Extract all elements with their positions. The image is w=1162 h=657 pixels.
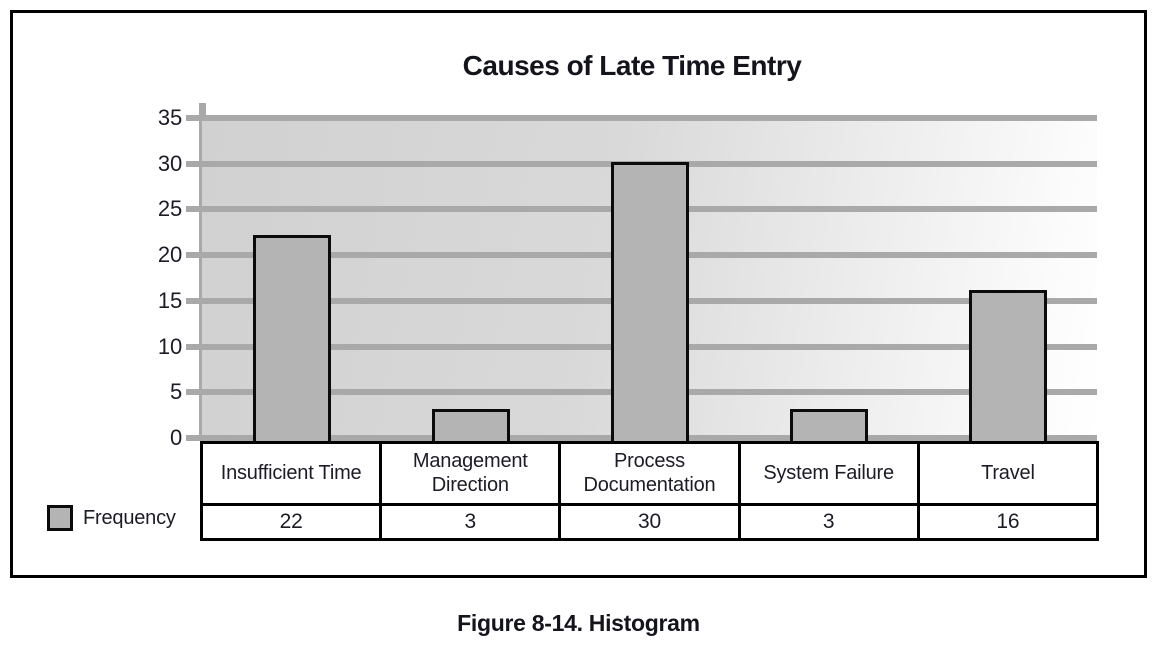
chart-title: Causes of Late Time Entry: [462, 50, 802, 81]
value-cell: 3: [737, 503, 920, 541]
y-axis-tick: [186, 297, 203, 304]
bar-process-documentation: [611, 161, 689, 441]
y-tick-label: 15: [157, 287, 182, 313]
legend-label: Frequency: [83, 506, 176, 529]
value-cell: 3: [379, 503, 562, 541]
y-axis-tick: [186, 389, 203, 396]
bar-system-failure: [790, 408, 868, 441]
figure-caption: Figure 8-14. Histogram: [457, 610, 700, 636]
category-cell: Insufficient Time: [199, 441, 383, 506]
value-cell: 22: [199, 503, 383, 541]
y-tick-label: 5: [169, 379, 182, 405]
y-tick-label: 10: [157, 333, 182, 359]
y-tick-label: 25: [157, 196, 182, 222]
category-row: Insufficient Time Management Direction Pro…: [199, 441, 1100, 506]
value-cell: 16: [916, 503, 1100, 541]
bar-management-direction: [432, 408, 510, 441]
category-cell: Travel: [916, 441, 1100, 506]
y-axis-tick: [186, 435, 203, 441]
y-tick-label: 0: [169, 425, 182, 450]
y-axis-tick: [186, 206, 203, 213]
data-table: Insufficient Time Management Direction Pro…: [199, 441, 1100, 541]
bar-insufficient-time: [253, 234, 331, 441]
legend-color-swatch: [47, 505, 73, 531]
y-axis-tick: [186, 252, 203, 259]
category-cell: Process Documentation: [558, 441, 741, 506]
value-cell: 30: [558, 503, 741, 541]
value-row: 22 3 30 3 16: [199, 503, 1100, 541]
y-tick-label: 20: [157, 242, 182, 268]
y-axis-tick: [186, 115, 203, 121]
bar-travel: [969, 289, 1047, 441]
y-axis-tick: [186, 160, 203, 167]
y-tick-label: 30: [157, 150, 182, 176]
y-axis-tick: [186, 343, 203, 350]
legend: Frequency: [47, 505, 176, 531]
plot-area: [202, 115, 1097, 441]
category-cell: Management Direction: [379, 441, 562, 506]
grid-line: [202, 115, 1097, 121]
category-cell: System Failure: [737, 441, 920, 506]
y-tick-label: 35: [157, 105, 182, 130]
